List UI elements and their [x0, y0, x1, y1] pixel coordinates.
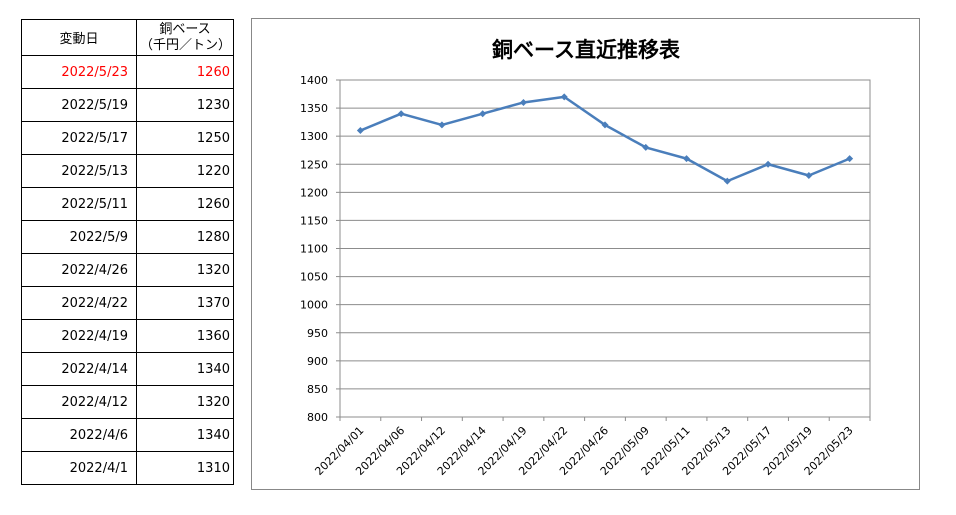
header-date: 変動日 [21, 19, 137, 56]
row-value: 1320 [136, 253, 234, 287]
data-point [356, 127, 364, 135]
y-tick-label: 1000 [300, 299, 328, 312]
table-row: 2022/4/26 1320 [21, 253, 234, 287]
row-date: 2022/5/19 [21, 88, 137, 122]
y-tick-label: 850 [307, 383, 328, 396]
table-row: 2022/5/9 1280 [21, 220, 234, 254]
y-tick-label: 950 [307, 327, 328, 340]
row-date: 2022/5/23 [21, 55, 137, 89]
row-date: 2022/4/26 [21, 253, 137, 287]
row-value: 1320 [136, 385, 234, 419]
row-date: 2022/4/22 [21, 286, 137, 320]
table-row: 2022/5/11 1260 [21, 187, 234, 221]
data-point [560, 93, 568, 101]
table-row: 2022/4/12 1320 [21, 385, 234, 419]
row-date: 2022/4/19 [21, 319, 137, 353]
row-value: 1250 [136, 121, 234, 155]
row-value: 1340 [136, 352, 234, 386]
y-tick-label: 1300 [300, 130, 328, 143]
row-date: 2022/4/12 [21, 385, 137, 419]
x-axis-ticks: 2022/04/012022/04/062022/04/122022/04/14… [312, 417, 871, 478]
data-point [479, 110, 487, 118]
row-value: 1310 [136, 451, 234, 485]
row-value: 1360 [136, 319, 234, 353]
copper-price-chart: 銅ベース直近推移表 800 850 900 950 1000 1050 1100 1150 12… [251, 18, 920, 490]
data-point [846, 155, 854, 163]
y-tick-label: 1100 [300, 243, 328, 256]
data-point [764, 160, 772, 168]
data-point [683, 155, 691, 163]
y-axis-ticks: 800 850 900 950 1000 1050 1100 1150 1200 1250 1300… [300, 74, 340, 424]
row-value: 1230 [136, 88, 234, 122]
row-value: 1220 [136, 154, 234, 188]
table-row: 2022/4/6 1340 [21, 418, 234, 452]
data-point [601, 121, 609, 129]
series [356, 93, 854, 185]
table-row: 2022/4/22 1370 [21, 286, 234, 320]
data-point [438, 121, 446, 129]
row-date: 2022/5/9 [21, 220, 137, 254]
row-value: 1280 [136, 220, 234, 254]
y-tick-label: 1250 [300, 158, 328, 171]
row-date: 2022/4/14 [21, 352, 137, 386]
row-date: 2022/4/6 [21, 418, 137, 452]
data-point [805, 171, 813, 179]
row-date: 2022/5/13 [21, 154, 137, 188]
table-row: 2022/5/17 1250 [21, 121, 234, 155]
row-value: 1340 [136, 418, 234, 452]
row-value: 1260 [136, 187, 234, 221]
data-point [519, 98, 527, 106]
row-value: 1370 [136, 286, 234, 320]
table-row: 2022/5/23 1260 [21, 55, 234, 89]
y-tick-label: 1150 [300, 214, 328, 227]
data-point [397, 110, 405, 118]
gridlines [340, 79, 870, 418]
data-point [723, 177, 731, 185]
table-row: 2022/4/14 1340 [21, 352, 234, 386]
chart-svg: 銅ベース直近推移表 800 850 900 950 1000 1050 1100 1150 12… [300, 38, 871, 478]
y-tick-label: 1350 [300, 102, 328, 115]
row-date: 2022/5/17 [21, 121, 137, 155]
chart-title: 銅ベース直近推移表 [492, 38, 681, 62]
y-tick-label: 800 [307, 411, 328, 424]
table-row: 2022/4/1 1310 [21, 451, 234, 485]
y-tick-label: 900 [307, 355, 328, 368]
y-tick-label: 1050 [300, 271, 328, 284]
row-date: 2022/5/11 [21, 187, 137, 221]
table-header-row: 変動日 銅ベース （千円／トン） [21, 19, 234, 56]
header-value: 銅ベース （千円／トン） [136, 19, 234, 56]
table-row: 2022/5/13 1220 [21, 154, 234, 188]
table-row: 2022/5/19 1230 [21, 88, 234, 122]
header-value-line2: （千円／トン） [140, 37, 232, 53]
row-value: 1260 [136, 55, 234, 89]
row-date: 2022/4/1 [21, 451, 137, 485]
series-line [359, 95, 851, 183]
data-point [642, 143, 650, 151]
header-value-line1: 銅ベース [159, 21, 211, 37]
y-tick-label: 1200 [300, 186, 328, 199]
table-row: 2022/4/19 1360 [21, 319, 234, 353]
y-tick-label: 1400 [300, 74, 328, 87]
copper-price-table: 変動日 銅ベース （千円／トン） 2022/5/23 1260 2022/5/19… [21, 19, 234, 485]
